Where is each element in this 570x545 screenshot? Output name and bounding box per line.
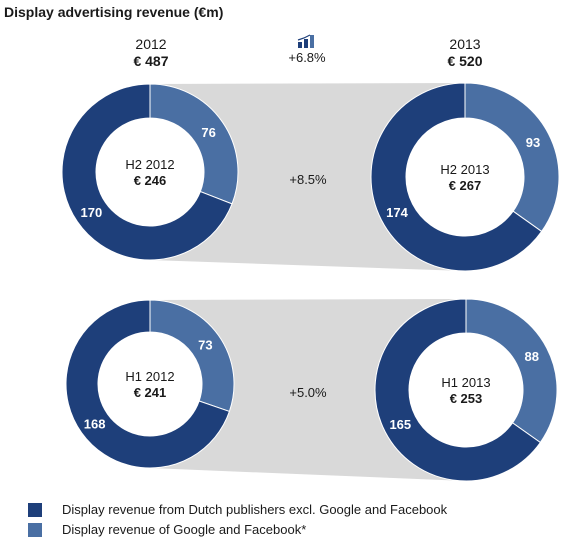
label-dutch-h1-2012: 168 xyxy=(84,416,106,431)
h1-growth: +5.0% xyxy=(289,385,327,400)
slice-google-facebook-h2-2013 xyxy=(464,82,560,233)
year-2012-header: 2012 € 487 xyxy=(91,36,211,70)
legend-item-dutch: Display revenue from Dutch publishers ex… xyxy=(28,502,447,517)
legend-label-google-facebook: Display revenue of Google and Facebook* xyxy=(62,522,307,537)
yoy-growth-value: +6.8% xyxy=(288,50,326,65)
bar-growth-icon xyxy=(297,34,314,48)
label-google-facebook-h2-2013: 93 xyxy=(526,135,540,150)
label-google-facebook-h1-2012: 73 xyxy=(198,338,212,353)
slice-dutch-h1-2013 xyxy=(374,298,542,482)
label-google-facebook-h1-2013: 88 xyxy=(524,349,538,364)
center-total-h1-2012: € 241 xyxy=(134,385,167,400)
chart-title: Display advertising revenue (€m) xyxy=(4,4,224,20)
center-period-h1-2013: H1 2013 xyxy=(441,375,490,390)
slice-google-facebook-h1-2013 xyxy=(465,298,558,444)
legend-swatch-dutch xyxy=(28,502,42,517)
center-period-h1-2012: H1 2012 xyxy=(125,369,174,384)
legend-label-dutch: Display revenue from Dutch publishers ex… xyxy=(62,502,448,517)
year-2012-label: 2012 xyxy=(135,36,167,52)
h2-growth: +8.5% xyxy=(289,172,327,187)
legend-swatch-google-facebook xyxy=(28,522,42,537)
center-total-h2-2012: € 246 xyxy=(134,173,167,188)
label-dutch-h2-2013: 174 xyxy=(386,205,408,220)
label-dutch-h2-2012: 170 xyxy=(81,205,103,220)
center-total-h2-2013: € 267 xyxy=(449,178,482,193)
year-2012-total: € 487 xyxy=(133,53,169,69)
yoy-growth: +6.8% xyxy=(247,34,367,65)
year-2013-header: 2013 € 520 xyxy=(405,36,525,70)
slice-dutch-h2-2012 xyxy=(61,83,233,261)
center-period-h2-2013: H2 2013 xyxy=(440,162,489,177)
label-dutch-h1-2013: 165 xyxy=(389,417,411,432)
slice-dutch-h1-2012 xyxy=(65,299,231,469)
year-2013-total: € 520 xyxy=(447,53,483,69)
legend-item-google-facebook: Display revenue of Google and Facebook* xyxy=(28,522,306,537)
label-google-facebook-h2-2012: 76 xyxy=(201,125,215,140)
center-total-h1-2013: € 253 xyxy=(450,391,483,406)
year-2013-label: 2013 xyxy=(449,36,481,52)
center-period-h2-2012: H2 2012 xyxy=(125,157,174,172)
slice-dutch-h2-2013 xyxy=(370,82,543,272)
